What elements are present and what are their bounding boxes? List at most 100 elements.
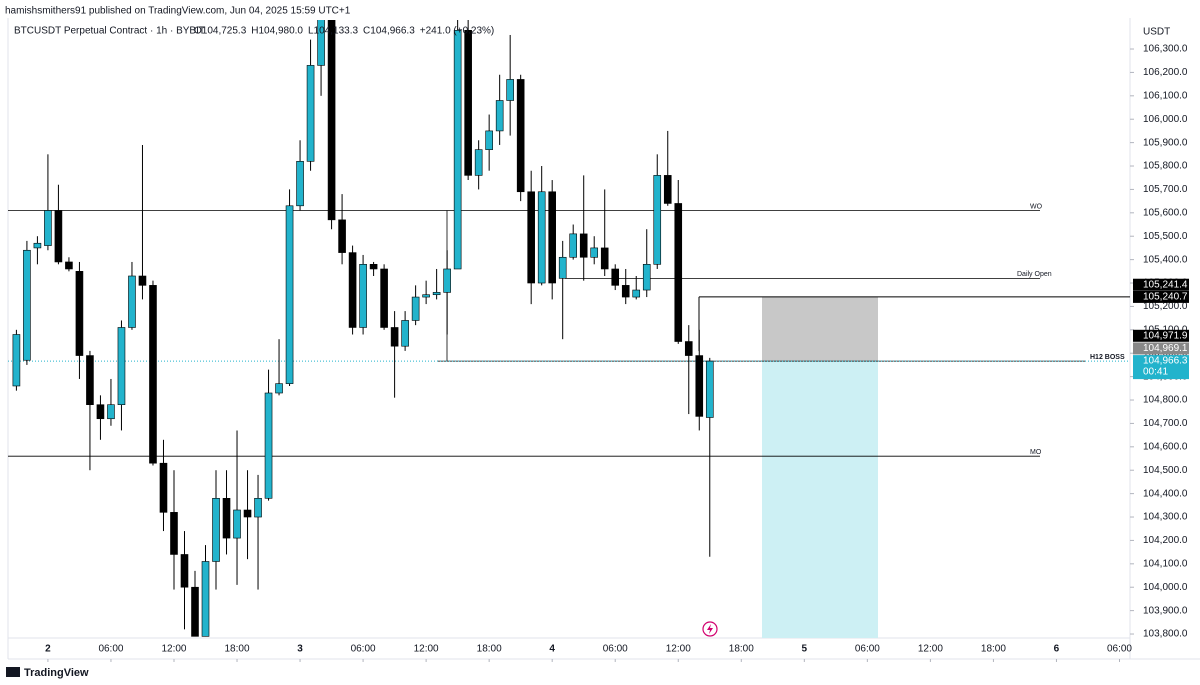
x-tick-label: 18:00 bbox=[981, 644, 1006, 655]
candle-body bbox=[506, 79, 514, 101]
candle-body bbox=[695, 355, 704, 417]
candle-body bbox=[306, 65, 315, 162]
candle-body bbox=[653, 175, 662, 265]
candle-body bbox=[621, 285, 630, 298]
y-tick-label: 106,200.0 bbox=[1143, 67, 1188, 78]
x-tick-label: 18:00 bbox=[729, 644, 754, 655]
candle-body bbox=[264, 392, 273, 499]
x-tick-label: 6 bbox=[1054, 644, 1060, 655]
overlay: WO Daily Open MO H12 BOSS bbox=[1017, 203, 1125, 456]
candle-body bbox=[443, 268, 451, 293]
candle-body bbox=[359, 263, 367, 328]
candle-body bbox=[422, 294, 430, 298]
candle-body bbox=[128, 275, 136, 328]
candle-body bbox=[12, 334, 21, 387]
x-tick-label: 06:00 bbox=[603, 644, 628, 655]
price-label-box bbox=[1133, 329, 1189, 342]
candle-body bbox=[684, 341, 693, 356]
legend-stat: L104,133.3 bbox=[308, 26, 358, 37]
y-tick-label: 105,200.0 bbox=[1143, 301, 1188, 312]
y-tick-label: 103,800.0 bbox=[1143, 629, 1188, 640]
candle-body bbox=[212, 498, 220, 562]
price-label: 104,966.3 bbox=[1143, 356, 1188, 367]
candle-body bbox=[54, 210, 63, 263]
y-tick-label: 106,300.0 bbox=[1143, 44, 1188, 55]
candle-body bbox=[590, 247, 599, 258]
candle-body bbox=[642, 263, 651, 291]
candle-body bbox=[705, 360, 714, 418]
candle-body bbox=[632, 289, 641, 298]
price-label-box bbox=[1133, 278, 1189, 291]
candle-body bbox=[600, 247, 609, 270]
candle-body bbox=[537, 191, 546, 284]
candle-body bbox=[338, 219, 346, 253]
candle-body bbox=[243, 509, 252, 518]
candle-body bbox=[674, 203, 683, 342]
x-tick-label: 5 bbox=[802, 644, 808, 655]
x-tick-label: 06:00 bbox=[98, 644, 123, 655]
candle-body bbox=[117, 327, 126, 405]
candle-body bbox=[548, 191, 556, 284]
candle-body bbox=[96, 404, 105, 420]
candle-body bbox=[569, 233, 578, 258]
candle-body bbox=[107, 404, 115, 420]
plot bbox=[8, 20, 1130, 638]
legend-stat: +241.0 (+0.23%) bbox=[420, 26, 495, 37]
y-tick-label: 104,700.0 bbox=[1143, 418, 1188, 429]
candle-body bbox=[317, 20, 325, 66]
y-tick-label: 106,100.0 bbox=[1143, 90, 1188, 101]
event-bolt bbox=[707, 624, 713, 634]
x-tick-label: 3 bbox=[297, 644, 303, 655]
candle-body bbox=[495, 100, 504, 132]
candle-body bbox=[348, 252, 357, 328]
y-tick-label: 104,600.0 bbox=[1143, 441, 1188, 452]
event-icon[interactable] bbox=[702, 621, 718, 637]
candle-body bbox=[86, 355, 94, 405]
candle-body bbox=[663, 175, 672, 204]
legend-stat: H104,980.0 bbox=[251, 26, 303, 37]
y-tick-label: 103,900.0 bbox=[1143, 605, 1188, 616]
legend-stat: C104,966.3 bbox=[363, 26, 415, 37]
candle-body bbox=[579, 233, 588, 258]
candle-body bbox=[485, 130, 493, 150]
candle-body bbox=[401, 320, 409, 347]
x-tick-label: 18:00 bbox=[225, 644, 250, 655]
y-tick-label: 105,500.0 bbox=[1143, 231, 1188, 242]
candle-body bbox=[75, 271, 84, 356]
candle-body bbox=[285, 205, 294, 384]
candle-body bbox=[275, 383, 283, 394]
y-tick-label: 105,900.0 bbox=[1143, 137, 1188, 148]
candle-body bbox=[474, 149, 483, 176]
candle-body bbox=[527, 191, 535, 284]
candle-body bbox=[453, 29, 462, 270]
candle-body bbox=[464, 29, 472, 176]
x-tick-label: 06:00 bbox=[855, 644, 880, 655]
y-tick-label: 104,200.0 bbox=[1143, 535, 1188, 546]
candle-body bbox=[516, 79, 525, 193]
x-tick-label: 12:00 bbox=[414, 644, 439, 655]
candle-body bbox=[191, 586, 199, 637]
price-label: 104,969.1 bbox=[1143, 343, 1188, 354]
candle-body bbox=[296, 161, 304, 207]
price-label-box bbox=[1133, 342, 1189, 355]
candle-body bbox=[23, 249, 31, 361]
price-label-box bbox=[1133, 290, 1189, 303]
publisher: hamishsmithers91 published on TradingVie… bbox=[5, 6, 351, 17]
x-tick-label: 4 bbox=[549, 644, 555, 655]
candle-body bbox=[233, 509, 241, 539]
y-tick-label: 106,000.0 bbox=[1143, 114, 1188, 125]
price-label: 105,241.4 bbox=[1143, 279, 1188, 290]
candle-body bbox=[380, 268, 388, 328]
y-tick-label: 104,500.0 bbox=[1143, 465, 1188, 476]
x-tick-label: 2 bbox=[45, 644, 51, 655]
level-label: Daily Open bbox=[1017, 271, 1052, 278]
axis-unit: USDT bbox=[1143, 27, 1170, 38]
x-tick-label: 12:00 bbox=[161, 644, 186, 655]
level-label: WO bbox=[1030, 203, 1043, 210]
y-tick-label: 105,800.0 bbox=[1143, 161, 1188, 172]
candle-body bbox=[390, 327, 399, 347]
candle-body bbox=[65, 261, 73, 270]
y-tick-label: 104,400.0 bbox=[1143, 488, 1188, 499]
